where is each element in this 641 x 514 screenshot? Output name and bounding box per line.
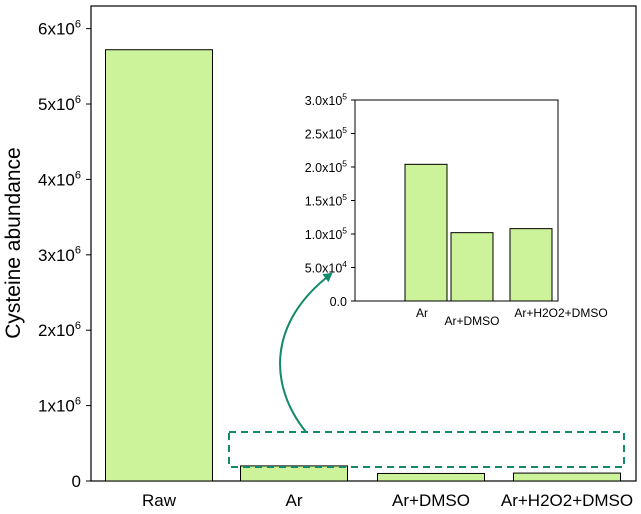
y-tick-label: 1.0x105 [305,225,348,242]
y-tick-label: 0.0 [330,295,347,309]
inset-bars [404,163,553,302]
main-y-ticks: 0 1x106 2x106 3x106 4x106 5x106 6x106 [38,18,91,491]
bar-ar-h2o2-dmso [513,472,621,482]
inset-category-labels: Ar Ar+DMSO Ar+H2O2+DMSO [416,306,608,328]
y-tick-label: 3.0x105 [305,91,348,108]
bar-ar-dmso [377,472,485,482]
y-tick-label: 2.5x105 [305,125,348,142]
category-label: Ar+DMSO [392,491,470,510]
zoom-arrow [279,272,333,433]
category-label: Raw [142,491,177,510]
zoom-annotation [228,272,625,468]
zoom-dashed-box [228,431,625,468]
y-tick-label: 1.5x105 [305,192,348,209]
y-tick-label: 5x106 [38,94,81,114]
y-tick-label: 5.0x104 [305,259,348,276]
inset-bar-ar-dmso [450,232,494,302]
y-tick-label: 6x106 [38,18,81,38]
inset-plot: 0.0 5.0x104 1.0x105 1.5x105 2.0x105 2.5x105 3.… [305,91,608,328]
y-tick-label: 2.0x105 [305,158,348,175]
inset-category-label: Ar+DMSO [444,314,499,328]
main-plot: 0 1x106 2x106 3x106 4x106 5x106 6x106 Raw Ar Ar+… [2,5,637,510]
y-tick-label: 0 [72,472,81,491]
main-plot-frame [90,5,637,482]
bar-raw [105,49,213,482]
main-y-axis-label: Cysteine abundance [2,147,25,338]
category-label: Ar+H2O2+DMSO [501,491,633,510]
main-category-labels: Raw Ar Ar+DMSO Ar+H2O2+DMSO [142,491,633,510]
inset-category-label: Ar [416,306,428,320]
y-tick-label: 3x106 [38,245,81,265]
y-tick-label: 4x106 [38,169,81,189]
y-tick-label: 1x106 [38,395,81,415]
inset-y-ticks: 0.0 5.0x104 1.0x105 1.5x105 2.0x105 2.5x105 3.… [305,91,355,309]
inset-category-label: Ar+H2O2+DMSO [514,306,607,320]
main-bars [105,49,621,482]
y-tick-label: 2x106 [38,320,81,340]
category-label: Ar [286,491,303,510]
inset-bar-ar-h2o2-dmso [509,228,553,302]
bar-ar [240,465,348,482]
inset-bar-ar [404,163,448,302]
